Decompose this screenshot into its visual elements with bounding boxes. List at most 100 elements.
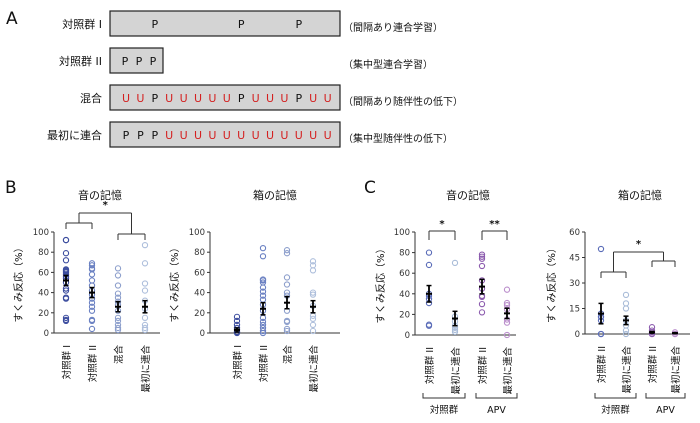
unpaired-trial: U [194, 129, 202, 142]
data-point [503, 331, 511, 339]
data-point [62, 257, 70, 264]
data-point [114, 314, 122, 321]
data-point [141, 287, 149, 294]
unpaired-trial: U [309, 129, 317, 142]
unpaired-trial: U [266, 92, 274, 105]
data-point [62, 314, 70, 321]
data-point [309, 258, 317, 265]
y-tick-label: 0 [200, 329, 205, 339]
series: 対照群 I [232, 313, 244, 379]
unpaired-trial: U [194, 92, 202, 105]
category-label: 対照群 II [258, 345, 270, 382]
significance-marker: * [103, 200, 109, 211]
row-note: （集中型随伴性の低下） [343, 132, 453, 145]
category-label: 対照群 II [87, 345, 99, 382]
data-point [597, 245, 605, 253]
data-point [503, 286, 511, 293]
trial-box [109, 121, 341, 148]
data-point [259, 329, 267, 337]
category-label: 対照群 II [477, 347, 489, 384]
data-point [233, 317, 241, 325]
data-point [259, 245, 267, 252]
paired-trial: P [123, 129, 130, 142]
unpaired-trial: U [295, 129, 303, 142]
group-bracket [645, 393, 686, 399]
data-point [622, 327, 630, 334]
unpaired-trial: U [180, 129, 188, 142]
unpaired-trial: U [180, 92, 188, 105]
data-point [259, 292, 267, 299]
series: 最初に連合 [502, 286, 514, 395]
series: 対照群 II [596, 245, 608, 383]
data-point [141, 280, 149, 287]
series: 対照群 II [258, 245, 270, 382]
protocol-row: 対照群 II P P P （集中型連合学習） [59, 47, 433, 74]
row-label: 最初に連合 [47, 128, 102, 142]
series: 対照群 II [477, 251, 489, 384]
category-label: 最初に連合 [450, 347, 462, 395]
unpaired-trial: U [237, 129, 245, 142]
unpaired-trial: U [252, 129, 260, 142]
data-point [259, 327, 267, 335]
y-tick-label: 60 [569, 228, 580, 238]
chart-3: 音の記憶 0 20 40 60 80 100 すくみ反応（%） 対照群 II 最初に連合 対照群 I… [374, 188, 518, 416]
data-point [141, 326, 149, 334]
row-label: 混合 [80, 91, 102, 105]
data-point [141, 324, 149, 332]
data-point [283, 327, 291, 335]
chart-title: 音の記憶 [446, 188, 490, 202]
data-point [622, 305, 630, 312]
paired-trial: P [151, 92, 158, 105]
protocol-row: 最初に連合 P P P U U U U U U U U U U U U （集中型随伴性の低下） [47, 121, 453, 148]
data-point [425, 249, 433, 256]
series: 最初に連合 [308, 258, 320, 393]
y-axis-label: すくみ反応（%） [545, 243, 558, 323]
unpaired-trial: U [208, 129, 216, 142]
paired-trial: P [295, 92, 302, 105]
y-tick-label: 40 [399, 290, 410, 300]
data-point [309, 321, 317, 329]
group-label: APV [487, 405, 506, 416]
data-point [309, 327, 317, 335]
data-point [259, 284, 267, 291]
y-tick-label: 100 [33, 228, 49, 238]
unpaired-trial: U [324, 129, 332, 142]
data-point [88, 303, 96, 310]
data-point [425, 261, 433, 269]
y-tick-label: 80 [38, 248, 49, 258]
data-point [259, 288, 267, 295]
data-point [88, 299, 96, 306]
chart-title: 音の記憶 [78, 188, 122, 202]
data-point [88, 271, 96, 278]
series: 対照群 I [61, 236, 73, 379]
y-tick-label: 0 [575, 330, 580, 340]
data-point [259, 321, 267, 329]
row-note: （集中型連合学習） [343, 58, 433, 71]
data-point [451, 326, 459, 333]
unpaired-trial: U [165, 92, 173, 105]
data-point [114, 326, 122, 334]
data-point [114, 282, 122, 289]
data-point [283, 281, 291, 288]
data-point [141, 314, 149, 321]
series: 対照群 II [87, 260, 99, 382]
y-tick-label: 100 [189, 228, 205, 238]
y-tick-label: 15 [569, 305, 580, 315]
data-point [114, 290, 122, 297]
chart-title: 箱の記憶 [253, 188, 297, 202]
data-point [622, 291, 630, 299]
significance-marker: * [439, 219, 445, 230]
data-point [88, 307, 96, 314]
category-label: 最初に連合 [621, 346, 633, 394]
category-label: 最初に連合 [502, 347, 514, 395]
row-label: 対照群 I [62, 17, 102, 31]
data-point [114, 265, 122, 272]
row-note: （間隔あり連合学習） [343, 21, 443, 34]
y-tick-label: 20 [38, 309, 49, 319]
data-point [88, 317, 96, 325]
data-point [62, 250, 70, 257]
panel-label-a: A [6, 9, 18, 29]
category-label: 最初に連合 [308, 345, 320, 393]
series: 最初に連合 [140, 241, 152, 393]
data-point [114, 294, 122, 301]
